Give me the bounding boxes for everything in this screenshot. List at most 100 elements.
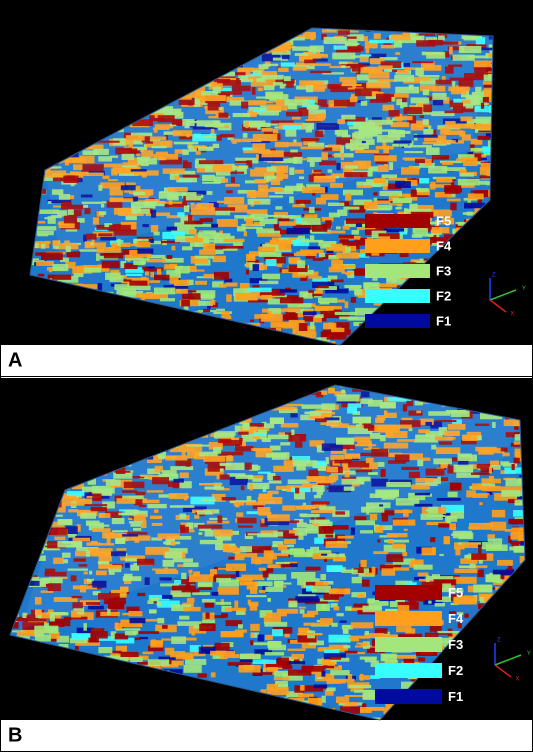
facies-patch (316, 445, 325, 453)
facies-patch (115, 147, 133, 155)
facies-patch (136, 156, 151, 160)
facies-patch (305, 253, 316, 259)
facies-patch (103, 597, 127, 605)
facies-patch (320, 194, 339, 200)
facies-patch (217, 515, 223, 523)
facies-patch (283, 308, 301, 312)
facies-patch (365, 457, 374, 464)
facies-patch (424, 158, 432, 166)
facies-patch (393, 567, 410, 571)
facies-patch (235, 293, 258, 301)
facies-patch (396, 624, 412, 633)
facies-patch (411, 234, 423, 238)
facies-patch (253, 221, 261, 225)
facies-patch (439, 553, 444, 557)
facies-patch (151, 537, 163, 541)
facies-patch (476, 463, 491, 469)
facies-patch (141, 135, 150, 143)
facies-patch (95, 570, 107, 576)
facies-patch (138, 504, 146, 508)
facies-patch (444, 430, 460, 436)
facies-patch (418, 429, 430, 434)
facies-patch (408, 84, 414, 90)
facies-patch (64, 240, 70, 245)
facies-patch (354, 149, 379, 154)
facies-patch (97, 283, 103, 291)
facies-patch (342, 80, 357, 87)
facies-patch (213, 482, 222, 490)
facies-patch (390, 122, 410, 128)
facies-patch (336, 162, 341, 171)
facies-patch (219, 87, 232, 94)
facies-patch (157, 617, 165, 624)
facies-patch (166, 255, 173, 259)
facies-patch (287, 102, 297, 110)
facies-patch (232, 85, 251, 92)
facies-patch (34, 625, 59, 634)
facies-patch (439, 441, 453, 445)
facies-patch (397, 69, 409, 74)
facies-patch (79, 155, 95, 164)
facies-patch (477, 569, 484, 578)
facies-patch (69, 638, 87, 644)
facies-patch (328, 212, 341, 218)
facies-patch (323, 36, 347, 44)
facies-patch (367, 598, 376, 604)
facies-patch (205, 106, 224, 115)
facies-patch (440, 462, 448, 468)
facies-patch (319, 306, 342, 310)
facies-patch (398, 633, 423, 639)
facies-patch (58, 644, 69, 648)
facies-patch (218, 451, 244, 456)
facies-patch (196, 203, 214, 210)
facies-patch (282, 505, 296, 511)
facies-patch (284, 76, 291, 82)
facies-patch (271, 406, 294, 411)
facies-patch (159, 157, 183, 165)
facies-patch (246, 253, 256, 262)
facies-patch (233, 556, 245, 561)
facies-patch (79, 585, 87, 593)
facies-patch (172, 119, 185, 125)
facies-patch (401, 417, 413, 421)
facies-patch (313, 502, 327, 509)
facies-patch (287, 669, 312, 676)
facies-patch (457, 453, 472, 462)
facies-patch (360, 389, 370, 398)
facies-patch (449, 482, 462, 491)
facies-patch (300, 513, 320, 518)
facies-patch (341, 65, 346, 68)
facies-patch (181, 588, 200, 593)
facies-patch (297, 700, 318, 704)
facies-patch (348, 635, 370, 639)
facies-patch (373, 192, 378, 196)
facies-patch (153, 287, 176, 295)
facies-patch (297, 331, 317, 339)
facies-patch (261, 294, 272, 300)
facies-patch (42, 577, 63, 584)
facies-patch (219, 283, 227, 288)
facies-patch (387, 539, 394, 544)
facies-patch (207, 80, 219, 84)
facies-patch (471, 483, 483, 491)
facies-patch (336, 45, 361, 53)
facies-patch (321, 152, 328, 160)
facies-patch (285, 129, 297, 137)
facies-patch (402, 404, 408, 412)
facies-patch (296, 85, 308, 90)
facies-patch (204, 468, 224, 476)
facies-patch (280, 423, 299, 428)
facies-patch (456, 472, 480, 478)
facies-patch (145, 140, 171, 148)
facies-patch (320, 574, 326, 581)
facies-patch (105, 479, 121, 486)
facies-patch (157, 600, 180, 608)
facies-patch (326, 332, 347, 340)
facies-patch (265, 634, 273, 641)
facies-patch (256, 228, 275, 234)
facies-patch (345, 193, 352, 201)
facies-patch (469, 562, 476, 569)
facies-patch (356, 74, 370, 81)
facies-patch (239, 437, 243, 444)
facies-patch (121, 153, 135, 160)
